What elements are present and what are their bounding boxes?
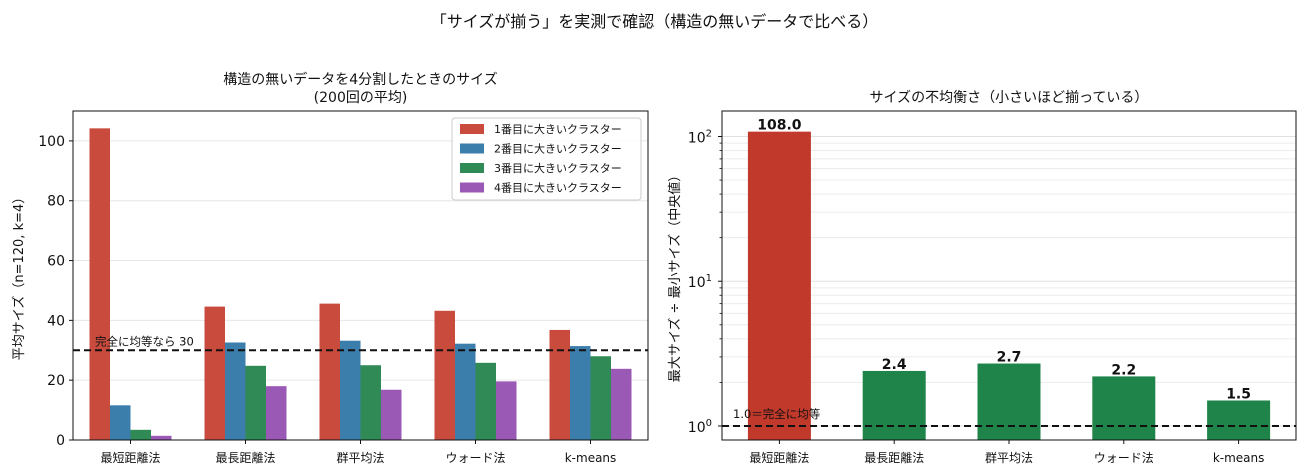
left-bar <box>611 368 632 440</box>
right-ytick-label: 101 <box>688 273 712 291</box>
right-value-label: 108.0 <box>757 118 802 134</box>
left-bar <box>245 365 266 440</box>
left-bar <box>204 306 225 440</box>
right-xtick-label: k-means <box>1213 451 1265 465</box>
right-ylabel: 最大サイズ ÷ 最小サイズ（中央値） <box>667 169 683 382</box>
right-xtick-label: 最長距離法 <box>864 451 924 465</box>
left-bar <box>590 356 611 440</box>
right-xtick-label: 群平均法 <box>985 451 1033 465</box>
left-ytick-label: 40 <box>47 313 65 329</box>
left-bar <box>475 362 496 440</box>
left-chart: 最短距離法 最長距離法 群平均法 ウォード法 k-means 完全に均等なら 30 0 20 4… <box>11 71 649 465</box>
left-legend-box <box>451 117 642 201</box>
right-reference-label: 1.0＝完全に均等 <box>733 407 820 421</box>
left-bar <box>455 343 476 440</box>
right-bar <box>862 370 926 440</box>
left-bar <box>89 128 110 440</box>
right-value-label: 2.2 <box>1111 362 1136 378</box>
left-xtick-label: k-means <box>565 451 617 465</box>
left-ytick-label: 0 <box>56 433 65 449</box>
left-axes-frame <box>72 110 649 441</box>
right-axes-frame <box>721 110 1297 441</box>
left-bar <box>225 342 246 440</box>
left-title-line1: 構造の無いデータを4分割したときのサイズ <box>223 71 498 88</box>
left-bar <box>266 386 287 440</box>
left-ytick-label: 100 <box>38 134 65 150</box>
legend-swatch <box>460 124 484 134</box>
right-bar <box>747 131 811 440</box>
legend-swatch <box>460 163 484 173</box>
left-bar <box>570 346 591 440</box>
right-bar <box>1207 400 1271 440</box>
left-xtick-label: ウォード法 <box>445 451 505 465</box>
right-xtick-label: ウォード法 <box>1094 451 1154 465</box>
legend-label: 1番目に大きいクラスター <box>494 122 622 136</box>
right-value-label: 2.4 <box>882 357 907 373</box>
left-ytick-label: 20 <box>47 373 65 389</box>
right-value-label: 2.7 <box>997 350 1022 366</box>
left-ytick-label: 80 <box>47 194 65 210</box>
legend-label: 4番目に大きいクラスター <box>494 181 622 195</box>
right-bar <box>977 363 1041 440</box>
left-bar <box>381 389 402 440</box>
left-bar <box>360 365 381 440</box>
figure-suptitle: 「サイズが揃う」を実測で確認（構造の無いデータで比べる） <box>430 12 879 31</box>
left-title-line2: (200回の平均) <box>314 90 408 106</box>
right-xtick-label: 最短距離法 <box>749 451 809 465</box>
left-ytick-label: 60 <box>47 254 65 270</box>
right-value-label: 1.5 <box>1226 386 1251 402</box>
right-chart: 108.0 最短距離法 2.4 最長距離法 2.7 群平均法 2.2 ウォード法 1.5 k-me… <box>667 90 1297 465</box>
left-xtick-label: 最長距離法 <box>215 451 275 465</box>
right-title: サイズの不均衡さ（小さいほど揃っている） <box>870 90 1149 106</box>
left-bar <box>110 405 131 440</box>
legend-swatch <box>460 182 484 193</box>
left-bar <box>340 340 361 440</box>
left-bar <box>130 429 151 440</box>
left-xtick-label: 最短距離法 <box>100 451 160 465</box>
legend-label: 3番目に大きいクラスター <box>494 161 622 175</box>
left-bar <box>151 435 172 440</box>
left-bar <box>549 329 570 440</box>
left-bar <box>434 310 455 440</box>
left-bar <box>319 303 340 440</box>
left-ylabel: 平均サイズ（n=120, k=4） <box>11 191 27 361</box>
left-xtick-label: 群平均法 <box>336 451 384 465</box>
right-ytick-label: 100 <box>688 418 712 436</box>
legend-label: 2番目に大きいクラスター <box>494 142 622 156</box>
left-reference-label: 完全に均等なら 30 <box>95 334 194 348</box>
legend-swatch <box>460 143 484 154</box>
left-bar <box>496 381 517 440</box>
right-ytick-label: 102 <box>688 128 712 146</box>
right-bar <box>1092 376 1156 440</box>
